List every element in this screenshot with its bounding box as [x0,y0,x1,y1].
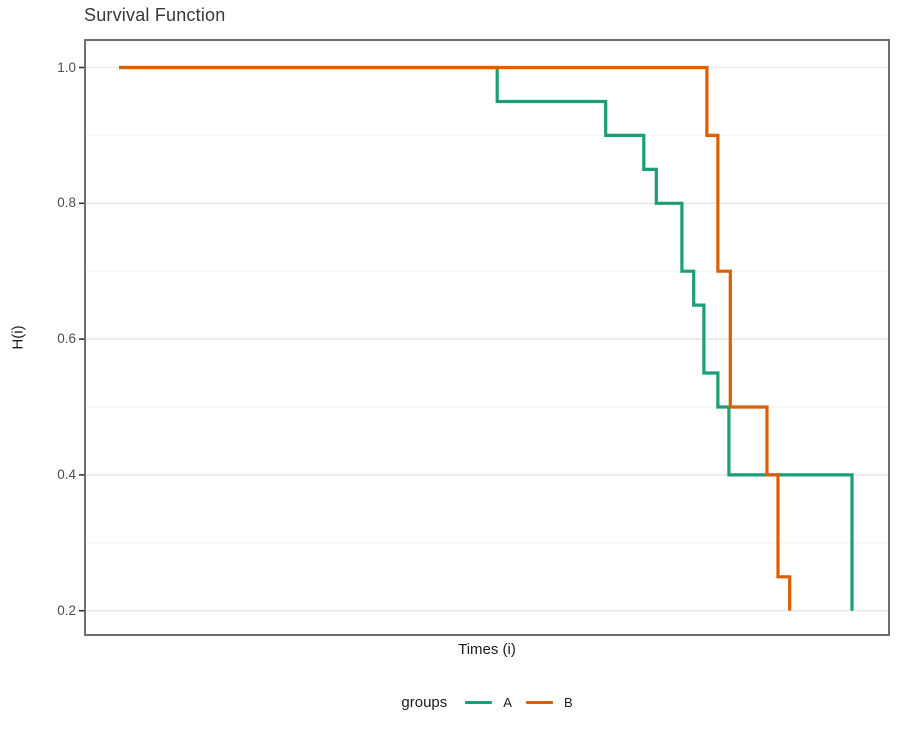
y-axis-tick-label: 0.2 [57,603,76,618]
legend-swatch-a [465,700,493,705]
legend-label-a: A [503,695,512,710]
legend-item-b: B [525,695,573,710]
series-line-a [119,65,854,611]
y-axis-title: H(i) [9,325,27,350]
legend-swatch-b [525,700,553,705]
x-axis-title-wrap: Times (i) [85,641,889,659]
x-axis-title: Times (i) [458,641,516,658]
y-axis-tick-label: 1.0 [57,60,76,75]
legend-item-a: A [465,695,512,710]
legend-title: groups [401,694,448,711]
series-line-b [119,65,792,611]
legend-label-b: B [563,695,573,710]
chart-title: Survival Function [84,5,226,25]
panel-border [84,39,890,636]
y-axis-tick-label: 0.8 [57,195,76,210]
y-axis-tick-label: 0.4 [57,467,76,482]
legend: groups A B [85,694,889,711]
y-axis-tick-label: 0.6 [57,331,76,346]
